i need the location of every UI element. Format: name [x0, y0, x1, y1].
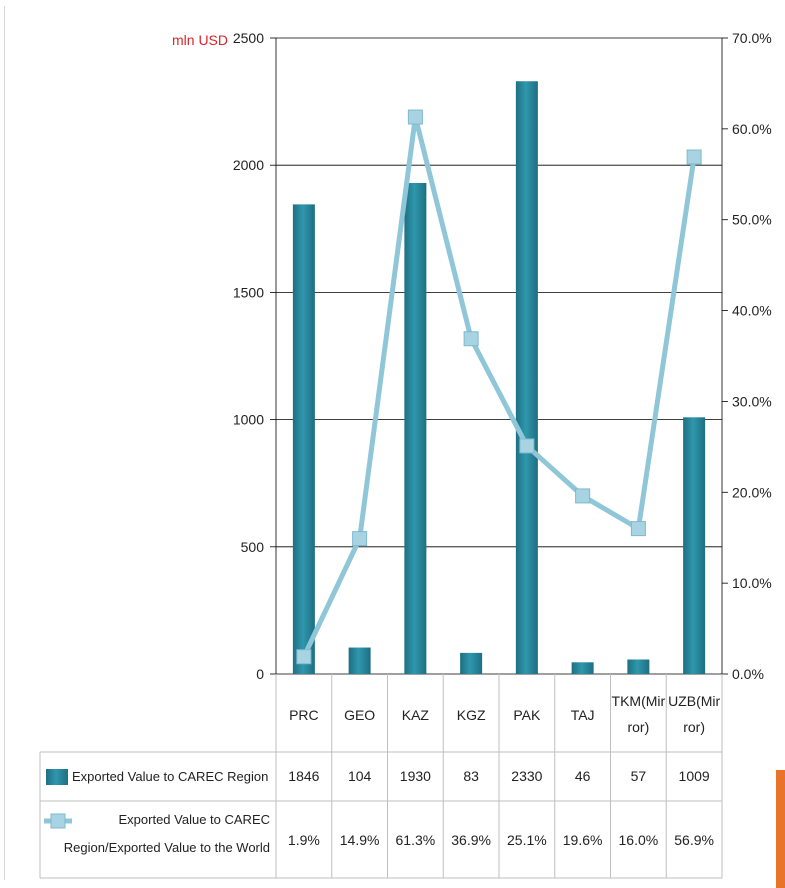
line-marker	[630, 521, 646, 537]
x-category-label: PAK	[513, 707, 541, 723]
legend-key-bar	[46, 769, 68, 785]
bar	[460, 652, 483, 674]
bar	[627, 659, 650, 674]
x-category-label: GEO	[344, 707, 375, 723]
line-marker	[352, 531, 368, 547]
x-category-label: ror)	[627, 719, 649, 735]
table-value-cell: 46	[575, 768, 591, 784]
y-axis-unit-label: mln USD	[172, 32, 228, 48]
bar	[515, 81, 538, 675]
table-value-cell: 2330	[511, 768, 542, 784]
table-value-cell: 83	[463, 768, 479, 784]
x-category-label: PRC	[289, 707, 319, 723]
line-marker	[296, 649, 312, 665]
legend-series-name: Exported Value to CAREC Region	[72, 769, 268, 784]
table-value-cell: 104	[348, 768, 372, 784]
table-value-cell: 56.9%	[674, 832, 714, 848]
bar-series	[292, 81, 706, 675]
y-tick-label: 1000	[233, 412, 264, 428]
table-value-cell: 61.3%	[396, 832, 436, 848]
table-value-cell: 1.9%	[288, 832, 320, 848]
ratio-line-series	[296, 109, 702, 665]
bar	[348, 647, 371, 674]
y-tick-label: 1500	[233, 284, 264, 300]
left-edge-line	[4, 6, 5, 880]
line-marker	[686, 149, 702, 165]
x-category-label: TAJ	[571, 707, 595, 723]
x-category-label: KGZ	[457, 707, 486, 723]
y-tick-label: 2000	[233, 157, 264, 173]
x-category-label: ror)	[683, 719, 705, 735]
bar	[404, 183, 427, 674]
line-marker	[519, 438, 535, 454]
table-value-cell: 57	[631, 768, 647, 784]
data-table: PRC GEO KAZ KGZ PAK TAJ TKM(Mir ror) UZB(Mir ror)…	[39, 674, 723, 879]
ratio-line	[301, 114, 697, 658]
x-category-label: TKM(Mir	[612, 693, 666, 709]
legend-key-marker	[50, 813, 66, 829]
y2-tick-label: 40.0%	[732, 303, 772, 319]
axes: 0 500 1000 1500 2000 2500 0.0% 10.0% 20.0% 30.0% 4…	[233, 30, 772, 682]
line-marker	[463, 331, 479, 347]
bar	[683, 417, 706, 674]
table-value-cell: 25.1%	[507, 832, 547, 848]
y2-tick-label: 20.0%	[732, 484, 772, 500]
y2-tick-label: 0.0%	[732, 666, 764, 682]
y2-tick-label: 60.0%	[732, 121, 772, 137]
table-value-cell: 1009	[679, 768, 710, 784]
line-marker	[407, 109, 423, 125]
legend-series-name: Region/Exported Value to the World	[64, 840, 270, 855]
orange-side-strip	[776, 770, 785, 888]
y2-tick-label: 10.0%	[732, 575, 772, 591]
y-tick-label: 500	[241, 539, 265, 555]
y2-tick-label: 70.0%	[732, 30, 772, 46]
line-marker	[575, 488, 591, 504]
x-category-label: KAZ	[402, 707, 430, 723]
y-tick-label: 2500	[233, 30, 264, 46]
bar	[571, 662, 594, 674]
table-value-cell: 36.9%	[451, 832, 491, 848]
y-tick-label: 0	[256, 666, 264, 682]
bar	[292, 204, 315, 674]
table-value-cell: 1930	[400, 768, 431, 784]
x-category-label: UZB(Mir	[668, 693, 720, 709]
table-value-cell: 19.6%	[563, 832, 603, 848]
table-value-cell: 14.9%	[340, 832, 380, 848]
y2-tick-label: 30.0%	[732, 393, 772, 409]
legend-series-name: Exported Value to CAREC	[119, 812, 271, 827]
table-value-cell: 16.0%	[619, 832, 659, 848]
y2-tick-label: 50.0%	[732, 212, 772, 228]
table-value-cell: 1846	[288, 768, 319, 784]
